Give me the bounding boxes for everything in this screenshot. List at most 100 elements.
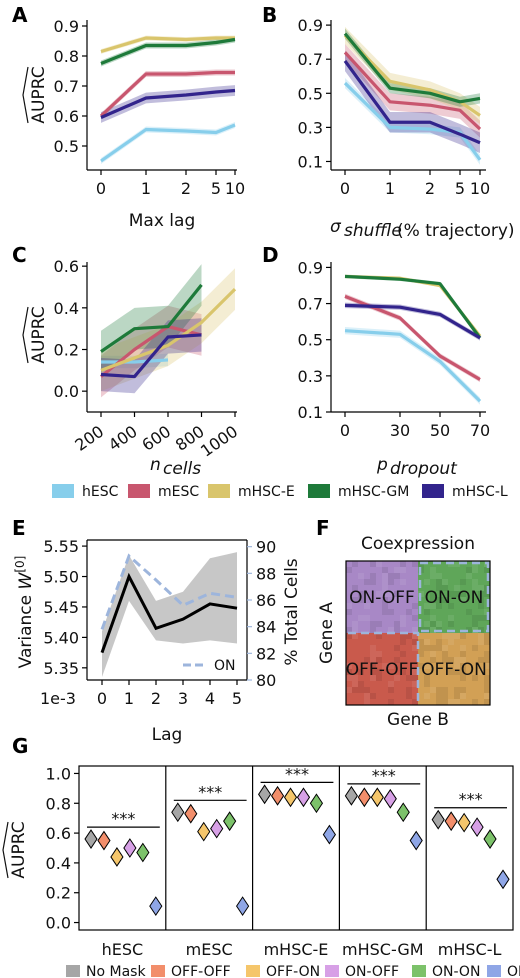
- y-tick-label: 0.9: [298, 258, 323, 277]
- mosaic-cell: [460, 663, 466, 669]
- diamond-mHSC-E-OFF-ON: [283, 787, 298, 808]
- mosaic-cell: [436, 597, 442, 603]
- mosaic-cell: [382, 573, 388, 579]
- mosaic-cell: [430, 651, 436, 657]
- mosaic-cell: [424, 681, 430, 687]
- legend-masks: No Mask OFF-OFF OFF-ON ON-OFF ON-ON ON: [66, 964, 520, 978]
- x-tick-label: 2: [425, 179, 435, 198]
- mosaic-cell: [460, 597, 466, 603]
- mosaic-cell: [484, 567, 490, 573]
- significance-label: ***: [285, 764, 309, 783]
- mosaic-cell: [430, 687, 436, 693]
- mosaic-cell: [352, 681, 358, 687]
- y-tick-label: 0.7: [298, 50, 323, 69]
- mosaic-cell: [424, 663, 430, 669]
- mosaic-cell: [388, 681, 394, 687]
- diamond-hESC-ON-OFF: [123, 838, 137, 858]
- diamond-mHSC-E-ON-OFF: [296, 787, 311, 808]
- legend-swatch-ON-OFF: [325, 965, 339, 977]
- mosaic-cell: [436, 687, 442, 693]
- panel-E: 5.35 5.40 5.45 5.50 5.55 80 82 84 86 88 90 0 1 2 3 4 5 La…: [12, 516, 302, 745]
- mosaic-cell: [484, 663, 490, 669]
- mosaic-cell: [436, 639, 442, 645]
- quadrant-OFF-OFF: [346, 633, 418, 705]
- mosaic-cell: [346, 675, 352, 681]
- diamond-mHSC-GM-No Mask: [344, 785, 359, 806]
- mosaic-cell: [448, 657, 454, 663]
- diagram-title: Coexpression: [361, 534, 475, 554]
- y-tick-label: 0.3: [298, 367, 323, 386]
- mosaic-cell: [382, 585, 388, 591]
- y2-tick-label: 88: [256, 564, 276, 583]
- mosaic-cell: [418, 651, 424, 657]
- diamond-mESC-ON-ON: [223, 811, 237, 832]
- x-tick-label: 5: [211, 179, 221, 198]
- x-tick-label: 1: [124, 689, 134, 708]
- diamond-mHSC-L-ON-OFF: [470, 817, 484, 838]
- mosaic-cell: [412, 603, 418, 609]
- mosaic-cell: [400, 621, 406, 627]
- mosaic-cell: [424, 645, 430, 651]
- mosaic-cell: [376, 675, 382, 681]
- y-tick-label: 5.45: [43, 598, 79, 617]
- x-axis-label: Lag: [152, 725, 183, 745]
- mosaic-cell: [436, 699, 442, 705]
- group-label-mHSC-GM: mHSC-GM: [342, 940, 424, 959]
- mosaic-cell: [430, 603, 436, 609]
- y-tick-label: 0.7: [298, 295, 323, 314]
- mosaic-cell: [472, 621, 478, 627]
- mosaic-cell: [484, 639, 490, 645]
- mosaic-cell: [358, 681, 364, 687]
- mosaic-cell: [418, 639, 424, 645]
- diamond-mHSC-GM-ON-OFF: [383, 788, 397, 809]
- mosaic-cell: [478, 669, 484, 675]
- y-tick-label: 0.9: [54, 17, 79, 36]
- mosaic-cell: [424, 693, 430, 699]
- mosaic-cell: [454, 687, 460, 693]
- mosaic-cell: [370, 651, 376, 657]
- diamond-mHSC-GM-OFF-ON: [370, 787, 384, 808]
- mosaic-cell: [370, 627, 376, 633]
- mosaic-cell: [424, 579, 430, 585]
- mosaic-cell: [430, 615, 436, 621]
- mosaic-cell: [364, 615, 370, 621]
- mosaic-cell: [412, 633, 418, 639]
- mosaic-cell: [394, 627, 400, 633]
- mosaic-cell: [466, 609, 472, 615]
- series-line-mHSC-L: [343, 59, 481, 145]
- mosaic-cell: [460, 651, 466, 657]
- mosaic-cell: [358, 615, 364, 621]
- mosaic-cell: [466, 567, 472, 573]
- legend-swatch-mESC: [128, 484, 150, 498]
- diamond-mHSC-E-ON: [322, 824, 337, 845]
- mosaic-cell: [364, 693, 370, 699]
- mosaic-cell: [370, 657, 376, 663]
- mosaic-cell: [460, 675, 466, 681]
- mosaic-cell: [388, 579, 394, 585]
- mosaic-cell: [412, 669, 418, 675]
- legend-label-OFF-ON: OFF-ON: [266, 964, 320, 978]
- diamond-mHSC-E-OFF-OFF: [270, 785, 285, 806]
- mosaic-cell: [454, 585, 460, 591]
- offset-label: 1e-3: [40, 689, 76, 708]
- significance-label: ***: [111, 809, 135, 828]
- mosaic-cell: [442, 687, 448, 693]
- quadrant-label-ON-OFF: ON-OFF: [349, 588, 415, 608]
- mosaic-cell: [412, 615, 418, 621]
- trajectory-note: (% trajectory): [397, 221, 515, 241]
- variance-band: [102, 552, 237, 677]
- x-tick-label: 10: [470, 179, 490, 198]
- series-line-hESC: [101, 358, 169, 364]
- series-line-mHSC-L: [100, 88, 236, 119]
- mosaic-cell: [436, 693, 442, 699]
- y-tick-label: 0.1: [298, 152, 323, 171]
- diamond-hESC-ON-ON: [136, 842, 150, 863]
- mosaic-cell: [388, 591, 394, 597]
- mosaic-cell: [478, 591, 484, 597]
- series-line-mHSC-E: [100, 287, 237, 372]
- legend-label-No Mask: No Mask: [86, 964, 146, 978]
- mosaic-cell: [370, 645, 376, 651]
- mosaic-cell: [484, 675, 490, 681]
- mosaic-cell: [400, 639, 406, 645]
- x-tick-label: 3: [178, 689, 188, 708]
